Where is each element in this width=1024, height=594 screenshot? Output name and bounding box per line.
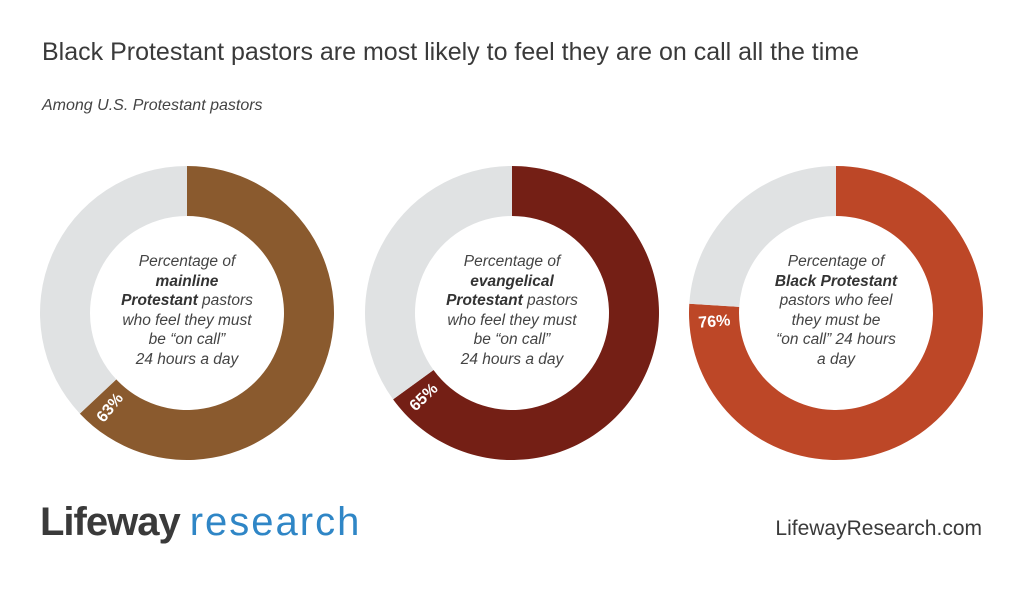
center-text-line: Percentage of xyxy=(97,252,277,272)
center-text-line: 24 hours a day xyxy=(422,350,602,370)
lifeway-research-logo: Lifeway research xyxy=(40,500,361,545)
center-text-segment: pastors xyxy=(197,292,253,309)
center-text-segment: who feel they must xyxy=(447,311,577,329)
center-text-segment: “on call” 24 hours xyxy=(776,331,896,348)
center-text-segment: 24 hours a day xyxy=(135,350,239,368)
donut-slice-remainder xyxy=(365,166,512,400)
center-text-segment: be “on call” xyxy=(148,331,226,348)
center-text-segment: pastors who feel xyxy=(779,292,893,309)
center-text-segment: pastors xyxy=(522,292,578,309)
center-text-segment: evangelical xyxy=(470,272,554,290)
center-text-line: pastors who feel xyxy=(746,291,926,311)
center-text-line: a day xyxy=(746,350,926,370)
center-text-segment: a day xyxy=(817,350,855,368)
center-text-line: Protestant pastors xyxy=(97,291,277,311)
center-text-segment: Percentage of xyxy=(138,253,236,270)
donut-2: 76% xyxy=(689,166,983,460)
center-text-segment: Protestant xyxy=(446,292,523,309)
logo-research: research xyxy=(189,500,362,544)
donut-center-text: Percentage of mainline Protestant pastors w… xyxy=(97,252,277,369)
donut-center-text: Percentage of evangelical Protestant pasto… xyxy=(422,252,602,369)
center-text-segment: Black Protestant xyxy=(774,272,898,290)
chart-title: Black Protestant pastors are most likely… xyxy=(42,38,860,66)
center-text-line: evangelical xyxy=(422,272,602,292)
center-text-segment: who feel they must xyxy=(122,311,252,329)
center-text-line: who feel they must xyxy=(97,311,277,331)
center-text-segment: Percentage of xyxy=(787,253,885,270)
website-link[interactable]: LifewayResearch.com xyxy=(775,517,982,540)
center-text-line: Percentage of xyxy=(746,252,926,272)
center-text-segment: be “on call” xyxy=(473,331,551,348)
center-text-segment: mainline xyxy=(155,272,219,290)
chart-subtitle: Among U.S. Protestant pastors xyxy=(42,97,263,114)
data-label: 76% xyxy=(698,312,731,331)
center-text-line: be “on call” xyxy=(422,330,602,350)
center-text-line: Percentage of xyxy=(422,252,602,272)
center-text-segment: Protestant xyxy=(121,292,198,309)
logo-lifeway: Lifeway xyxy=(40,500,181,544)
center-text-line: Protestant pastors xyxy=(422,291,602,311)
center-text-line: 24 hours a day xyxy=(97,350,277,370)
center-text-line: Black Protestant xyxy=(746,272,926,292)
donut-slice-value xyxy=(79,166,334,460)
donut-center-text: Percentage of Black Protestant pastors who… xyxy=(746,252,926,369)
center-text-segment: Percentage of xyxy=(463,253,561,270)
donut-slice-remainder xyxy=(689,166,836,307)
center-text-segment: 24 hours a day xyxy=(460,350,564,368)
center-text-line: who feel they must xyxy=(422,311,602,331)
donut-slice-value xyxy=(393,166,659,460)
donut-0: 63% xyxy=(40,166,334,460)
center-text-segment: they must be xyxy=(791,311,881,329)
donut-1: 65% xyxy=(365,166,659,460)
center-text-line: they must be xyxy=(746,311,926,331)
center-text-line: “on call” 24 hours xyxy=(746,330,926,350)
donut-slice-value xyxy=(689,166,983,460)
center-text-line: mainline xyxy=(97,272,277,292)
donut-slice-remainder xyxy=(40,166,187,414)
center-text-line: be “on call” xyxy=(97,330,277,350)
